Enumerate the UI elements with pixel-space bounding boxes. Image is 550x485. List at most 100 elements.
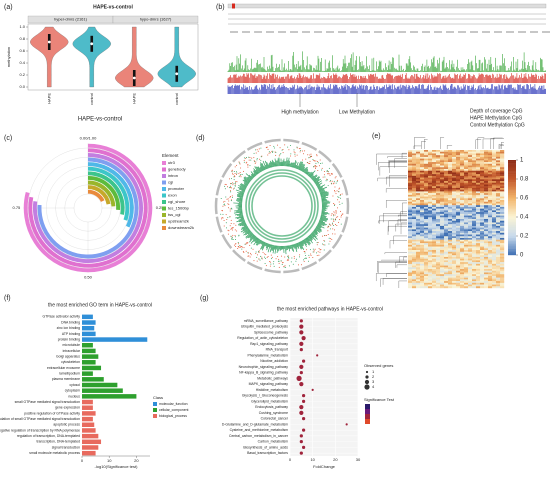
heat-cell [488, 179, 493, 182]
heat-cell [492, 263, 497, 266]
heat-cell [412, 194, 417, 197]
heat-cell [460, 182, 465, 185]
heat-cell [436, 262, 441, 265]
heat-cell [484, 203, 489, 206]
heat-cell [416, 213, 421, 216]
heat-cell [440, 170, 445, 173]
bar [82, 360, 96, 365]
ideogram-ring [301, 261, 318, 271]
heat-cell [452, 272, 457, 275]
scatter-point [274, 151, 276, 153]
bar [82, 365, 102, 371]
heat-cell [472, 224, 477, 227]
heat-cell [484, 232, 489, 235]
ring-bar [254, 166, 260, 174]
heat-cell [472, 267, 477, 270]
heat-cell [484, 165, 489, 168]
heat-cell [456, 213, 461, 216]
heat-cell [408, 215, 413, 218]
heat-cell [484, 191, 489, 194]
heat-cell [500, 232, 505, 235]
heat-cell [472, 234, 477, 237]
heat-cell [412, 284, 417, 287]
scatter-point [287, 258, 289, 260]
heat-cell [408, 217, 413, 220]
ring-bar [268, 243, 270, 248]
ring-bar [236, 198, 243, 200]
scatter-point [250, 247, 252, 249]
heat-cell [496, 234, 501, 237]
heat-cell [464, 150, 469, 152]
heat-cell [488, 224, 493, 227]
heat-cell [460, 275, 465, 278]
bar [82, 433, 99, 439]
heat-cell [452, 153, 457, 156]
scatter-point [227, 198, 229, 200]
heat-cell [472, 191, 477, 194]
scatter-point [224, 200, 226, 202]
heat-cell [472, 177, 477, 180]
heat-cell [436, 186, 441, 189]
heat-cell [416, 248, 421, 251]
scatter-point [260, 156, 262, 158]
heat-cell [488, 193, 493, 196]
scatter-point [275, 154, 277, 156]
heat-cell [424, 155, 429, 158]
heat-cell [436, 194, 441, 197]
strip [112, 15, 199, 24]
scatter-point [226, 218, 228, 220]
heat-cell [464, 286, 469, 289]
heat-cell [448, 224, 453, 227]
ring-bar [237, 187, 246, 191]
heat-cell [408, 270, 413, 273]
ring-bar [292, 162, 295, 168]
heat-cell [440, 225, 445, 228]
ring-bar [236, 194, 244, 197]
heat-cell [432, 281, 437, 284]
heat-cell [424, 253, 429, 256]
scatter-point [240, 167, 242, 169]
scatter-point [294, 152, 296, 154]
heat-cell [464, 182, 469, 185]
ring-bar [246, 176, 252, 181]
y-tick-label: Glycolysis_/_Gluconeogenesis [242, 394, 288, 398]
heat-cell [408, 237, 413, 240]
scatter-point [253, 260, 255, 262]
scatter-point [256, 256, 258, 258]
y-tick-label: GTPase activator activity [43, 315, 81, 319]
heat-cell [500, 258, 505, 261]
heat-cell [436, 205, 441, 208]
heat-cell [412, 220, 417, 223]
legend-entry: molecular_function [159, 402, 188, 406]
heat-cell [420, 236, 425, 239]
scatter-point [233, 179, 235, 181]
heat-cell [460, 210, 465, 213]
scatter-point [244, 243, 246, 245]
scatter-point [239, 245, 241, 247]
heat-cell [444, 191, 449, 194]
heat-cell [452, 281, 457, 284]
heat-cell [424, 196, 429, 199]
scatter-point [288, 149, 290, 151]
heat-cell [488, 279, 493, 282]
heat-cell [460, 262, 465, 265]
ring-bar [253, 173, 257, 176]
scatter-point [285, 266, 287, 268]
heat-cell [448, 206, 453, 209]
heat-cell [440, 200, 445, 202]
heat-cell [412, 184, 417, 187]
heat-cell [460, 236, 465, 239]
heat-cell [468, 198, 473, 201]
ring-bar [236, 210, 243, 213]
heat-cell [480, 189, 485, 192]
tick-label: 0.50 [84, 275, 93, 280]
heat-cell [436, 224, 441, 227]
heat-cell [432, 208, 437, 211]
scatter-point [270, 261, 272, 263]
scatter-point [234, 176, 236, 178]
colorbar-cell [508, 179, 516, 181]
heat-cell [420, 258, 425, 261]
inner-ring [245, 169, 319, 243]
heat-cell [472, 155, 477, 158]
heat-cell [472, 200, 477, 202]
